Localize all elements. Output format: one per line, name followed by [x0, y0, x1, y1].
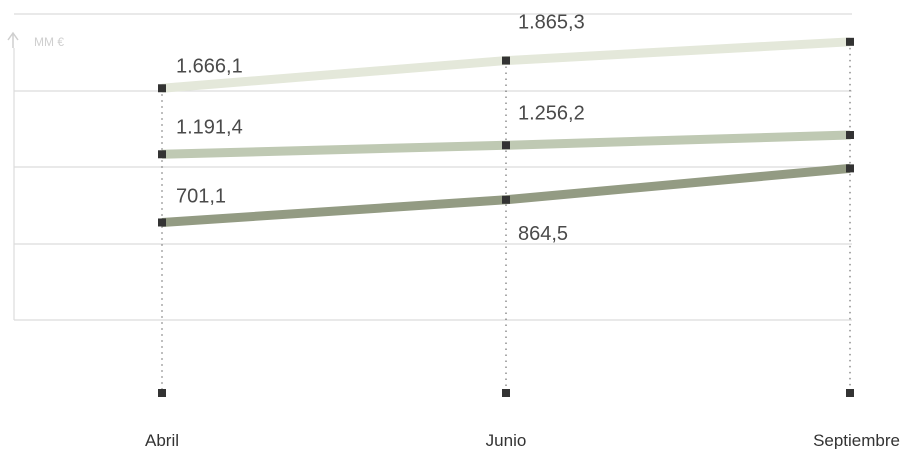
y-axis-unit-label: MM € [34, 35, 64, 49]
category-guides [158, 41, 854, 397]
point-marker-1-1 [502, 141, 510, 150]
point-marker-0-2 [846, 37, 854, 46]
data-label-0-0: 1.666,1 [176, 55, 243, 77]
data-label-0-1: 1.865,3 [518, 12, 585, 34]
axis-marker-junio [502, 389, 510, 397]
axis-marker-abril [158, 389, 166, 397]
series-group [158, 37, 854, 227]
x-axis-ticks: Abril Junio Septiembre [145, 431, 900, 449]
y-axis-arrow-icon [7, 31, 19, 48]
axis-marker-septiembre [846, 389, 854, 397]
point-marker-2-0 [158, 218, 166, 227]
data-label-1-1: 1.256,2 [518, 102, 585, 124]
series-line-2 [161, 163, 851, 227]
data-label-1-0: 1.191,4 [176, 116, 243, 138]
y-axis: MM € [7, 31, 64, 49]
data-labels: 1.666,1 1.865,3 1.191,4 1.256,2 701,1 864,5 [176, 12, 585, 245]
x-tick-label-septiembre: Septiembre [813, 431, 900, 449]
point-marker-1-0 [158, 150, 166, 159]
point-marker-0-0 [158, 84, 166, 93]
point-marker-2-1 [502, 195, 510, 204]
point-marker-1-2 [846, 131, 854, 140]
point-marker-2-2 [846, 164, 854, 173]
point-marker-0-1 [502, 56, 510, 65]
data-label-2-0: 701,1 [176, 185, 226, 207]
x-tick-label-abril: Abril [145, 431, 179, 449]
data-label-2-1: 864,5 [518, 223, 568, 245]
series-line-0 [161, 37, 851, 93]
gridlines [13, 13, 852, 321]
x-tick-label-junio: Junio [486, 431, 527, 449]
